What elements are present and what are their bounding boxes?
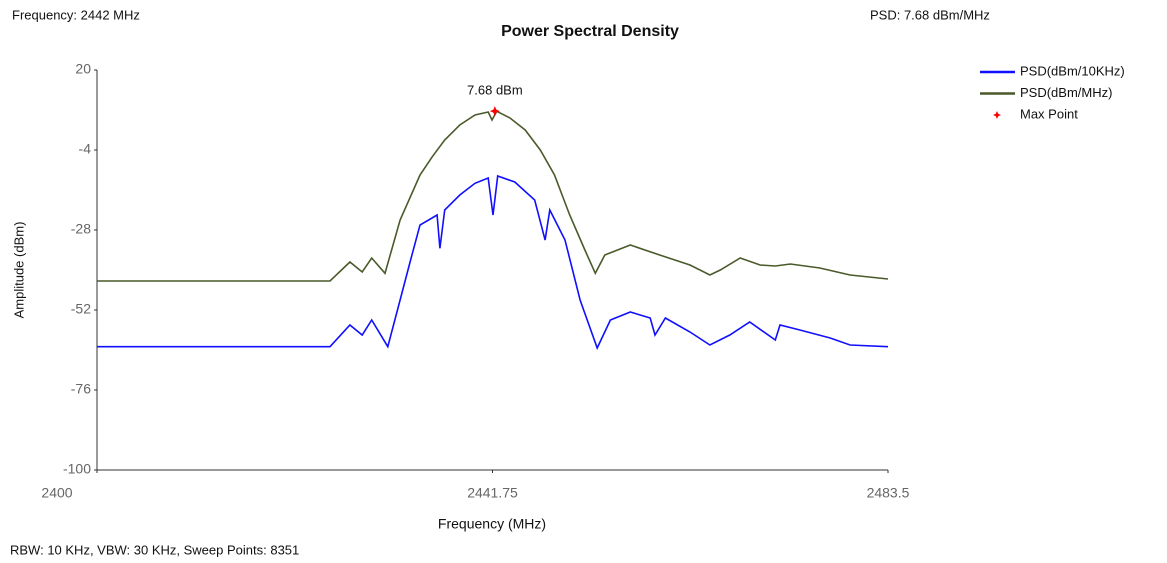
legend-label: Max Point	[1020, 106, 1078, 121]
x-tick-label: 2400	[41, 485, 72, 501]
legend-label: PSD(dBm/MHz)	[1020, 85, 1112, 100]
y-tick-label: -52	[71, 301, 91, 317]
y-tick-label: -28	[71, 221, 91, 237]
sweep-settings: RBW: 10 KHz, VBW: 30 KHz, Sweep Points: …	[10, 542, 299, 557]
legend-label: PSD(dBm/10KHz)	[1020, 63, 1125, 78]
max-point-label: 7.68 dBm	[467, 83, 523, 98]
max-point	[489, 106, 500, 117]
frequency-readout: Frequency: 2442 MHz	[12, 7, 140, 22]
y-tick-label: -100	[63, 461, 91, 477]
x-tick-label: 2441.75	[467, 485, 518, 501]
x-tick-label: 2483.5	[867, 485, 910, 501]
x-axis-label: Frequency (MHz)	[438, 516, 546, 532]
chart-title: Power Spectral Density	[501, 23, 679, 40]
psd-line	[97, 174, 889, 351]
y-tick-label: -76	[71, 381, 91, 397]
psd-readout: PSD: 7.68 dBm/MHz	[870, 7, 990, 22]
psd-line	[97, 110, 889, 282]
y-tick-label: -4	[79, 141, 92, 157]
y-axis-label: Amplitude (dBm)	[11, 222, 26, 319]
y-tick-label: 20	[75, 61, 91, 77]
legend-marker	[993, 111, 1001, 119]
